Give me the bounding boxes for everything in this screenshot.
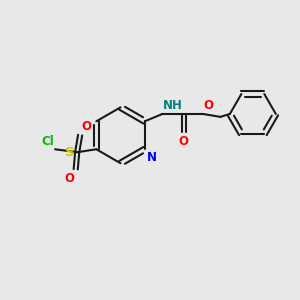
Text: S: S: [65, 146, 75, 159]
Text: O: O: [178, 134, 189, 148]
Text: O: O: [81, 120, 91, 133]
Text: O: O: [204, 99, 214, 112]
Text: Cl: Cl: [41, 135, 54, 148]
Text: N: N: [147, 151, 157, 164]
Text: O: O: [65, 172, 75, 184]
Text: NH: NH: [163, 99, 183, 112]
